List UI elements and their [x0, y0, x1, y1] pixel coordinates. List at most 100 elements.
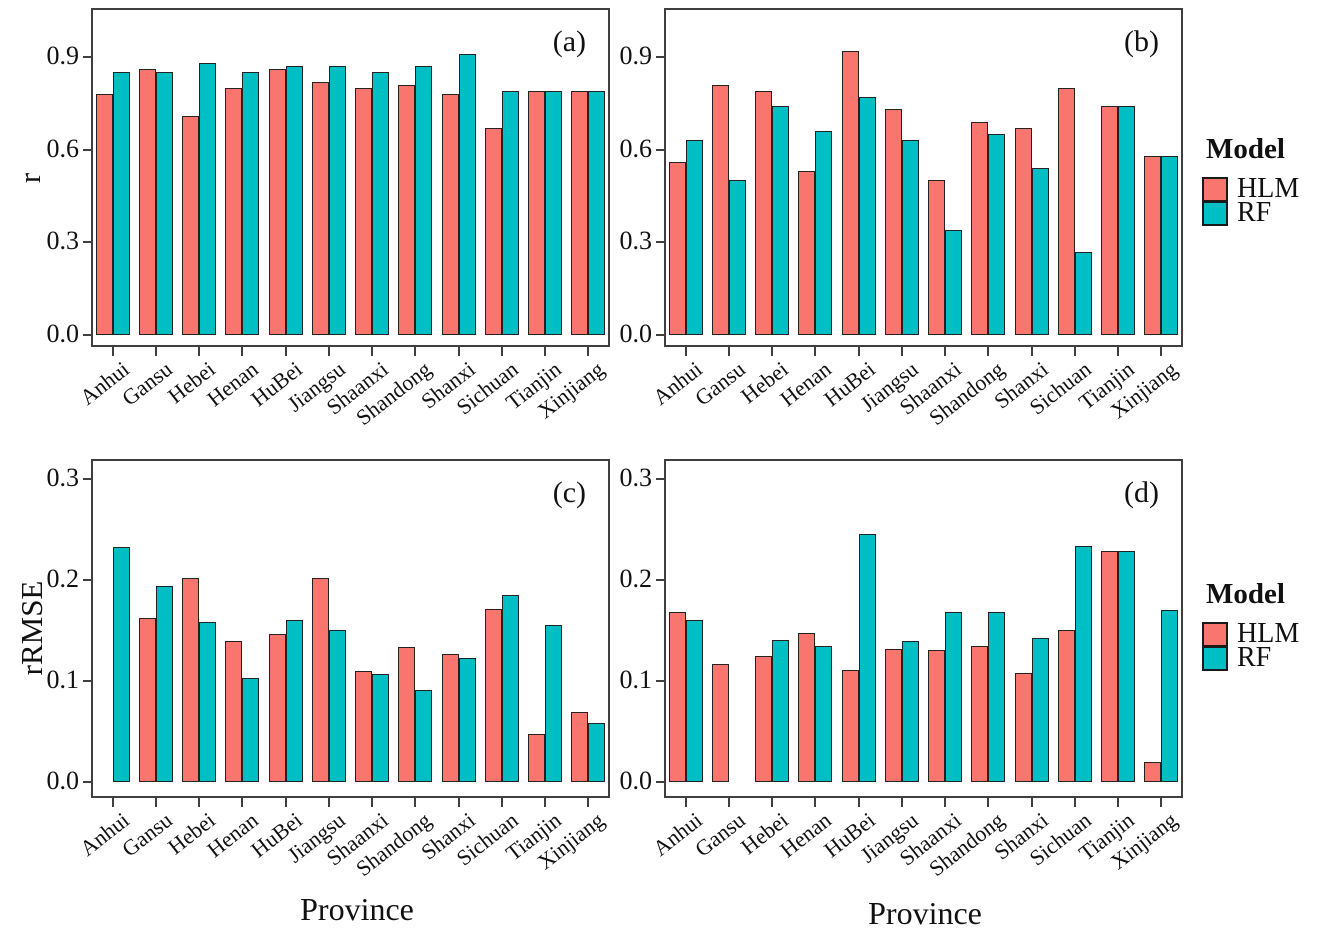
- y-tick-label: 0.2: [46, 564, 80, 593]
- hlm-swatch-icon: [1202, 621, 1228, 647]
- panel-tag-a: (a): [552, 25, 586, 58]
- legend-label-rf: RF: [1237, 642, 1272, 673]
- x-tick-mark: [1117, 347, 1120, 356]
- x-axis-title-province-right: Province: [868, 895, 982, 931]
- x-tick-mark: [1160, 798, 1163, 807]
- rf-swatch-icon: [1202, 645, 1228, 671]
- bar-rf-shaanxi: [945, 612, 963, 782]
- bar-rf-tianjin: [1118, 106, 1136, 335]
- bar-hlm-jiangsu: [884, 109, 902, 335]
- bar-hlm-hubei: [268, 69, 286, 335]
- x-tick-mark: [1117, 798, 1120, 807]
- x-tick-mark: [944, 347, 947, 356]
- hlm-swatch-icon: [1202, 176, 1228, 202]
- y-tick-label: 0.6: [46, 133, 80, 163]
- bar-rf-sichuan: [1074, 252, 1092, 335]
- x-tick-mark: [944, 798, 947, 807]
- bar-rf-hubei: [858, 534, 876, 782]
- x-tick-mark: [814, 347, 817, 356]
- bar-rf-anhui: [112, 72, 130, 335]
- bar-rf-shanxi: [1031, 168, 1049, 335]
- x-axis-title-province-left: Province: [300, 891, 414, 927]
- bar-hlm-shaanxi: [928, 180, 946, 335]
- legend-label-hlm: HLM: [1237, 618, 1300, 649]
- bar-hlm-hebei: [755, 656, 773, 782]
- bar-rf-xinjiang: [1161, 610, 1179, 782]
- bar-hlm-gansu: [711, 85, 729, 335]
- y-tick-label: 0.1: [619, 665, 653, 694]
- bar-hlm-gansu: [711, 664, 729, 782]
- bar-hlm-tianjin: [528, 734, 546, 782]
- bar-rf-shaanxi: [945, 230, 963, 335]
- bar-rf-tianjin: [1118, 551, 1136, 782]
- bar-rf-xinjiang: [1161, 156, 1179, 335]
- bar-hlm-tianjin: [528, 91, 546, 335]
- bar-rf-henan: [242, 678, 260, 782]
- y-tick-mark: [656, 478, 665, 480]
- bar-hlm-henan: [225, 641, 243, 782]
- y-tick-label: 0.0: [46, 766, 80, 795]
- bar-rf-shaanxi: [372, 72, 390, 335]
- legend-label-rf: RF: [1237, 197, 1272, 228]
- x-tick-mark: [154, 347, 157, 356]
- x-tick-mark: [1073, 347, 1076, 356]
- y-tick-label: 0.3: [46, 463, 80, 492]
- legend-item-rf: RF: [1202, 197, 1314, 228]
- x-tick-mark: [457, 798, 460, 807]
- panel-c: (c) 0.0 0.1 0.2 0.3 Anhui Gansu Hebei Henan HuBei…: [47, 459, 610, 881]
- bar-rf-anhui: [685, 140, 703, 335]
- x-tick-mark: [371, 347, 374, 356]
- bar-rf-gansu: [155, 72, 173, 335]
- y-tick-mark: [656, 148, 665, 151]
- x-tick-mark: [1073, 798, 1076, 807]
- bar-rf-xinjiang: [588, 91, 606, 335]
- panel-d: (d) 0.0 0.1 0.2 0.3 Anhui Gansu Hebei Henan HuBei…: [620, 459, 1183, 881]
- x-tick-mark: [987, 347, 990, 356]
- x-tick-mark: [900, 347, 903, 356]
- bar-hlm-xinjiang: [571, 91, 589, 335]
- bar-rf-hubei: [858, 97, 876, 335]
- x-tick-mark: [241, 347, 244, 356]
- x-tick-mark: [284, 347, 287, 356]
- x-tick-mark: [327, 347, 330, 356]
- x-tick-mark: [1030, 347, 1033, 356]
- bar-hlm-sichuan: [1057, 88, 1075, 335]
- legend-item-rf: RF: [1202, 642, 1314, 673]
- bar-hlm-anhui: [668, 612, 686, 782]
- bar-rf-hubei: [285, 620, 303, 782]
- x-tick-mark: [284, 798, 287, 807]
- bar-rf-anhui: [112, 547, 130, 782]
- bar-hlm-sichuan: [1057, 630, 1075, 782]
- x-tick-mark: [684, 798, 687, 807]
- y-tick-label: 0.0: [619, 319, 653, 348]
- bar-rf-tianjin: [545, 91, 563, 335]
- bar-rf-hebei: [199, 63, 217, 335]
- bar-rf-jiangsu: [328, 66, 346, 335]
- y-tick-mark: [83, 781, 92, 783]
- bar-rf-anhui: [685, 620, 703, 782]
- y-tick-label: 0.0: [46, 319, 80, 348]
- bar-rf-shandong: [988, 612, 1006, 782]
- bar-hlm-jiangsu: [311, 82, 329, 335]
- bar-hlm-hebei: [755, 91, 773, 335]
- bar-hlm-sichuan: [484, 609, 502, 782]
- x-tick-mark: [500, 347, 503, 356]
- y-tick-label: 0.9: [46, 40, 80, 70]
- bar-hlm-hubei: [268, 634, 286, 782]
- bar-rf-shandong: [988, 134, 1006, 335]
- rf-swatch-icon: [1202, 200, 1228, 226]
- bar-rf-xinjiang: [588, 723, 606, 782]
- y-tick-mark: [83, 680, 92, 682]
- x-tick-mark: [544, 798, 547, 807]
- x-tick-mark: [814, 798, 817, 807]
- x-tick-mark: [1030, 798, 1033, 807]
- bar-rf-gansu: [728, 180, 746, 335]
- bar-hlm-shanxi: [441, 94, 459, 335]
- panel-tag-c: (c): [552, 476, 586, 509]
- y-tick-mark: [83, 241, 92, 244]
- y-tick-label: 0.3: [619, 463, 653, 492]
- bar-hlm-hebei: [182, 578, 200, 782]
- x-tick-mark: [241, 798, 244, 807]
- bar-rf-shaanxi: [372, 674, 390, 782]
- y-tick-mark: [656, 680, 665, 682]
